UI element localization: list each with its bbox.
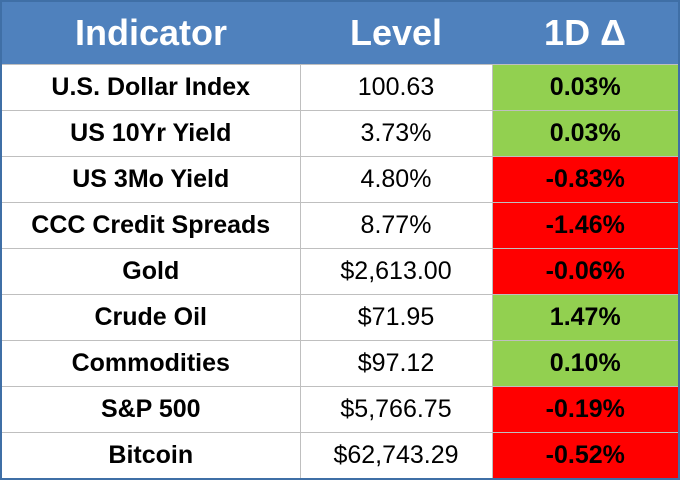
level-cell: $97.12 [299,340,493,387]
change-cell: -1.46% [491,202,678,249]
table-row: US 3Mo Yield 4.80% -0.83% [2,156,678,203]
change-cell: 0.03% [491,110,678,157]
header-row: Indicator Level 1D Δ [2,2,678,65]
table-row: Commodities $97.12 0.10% [2,340,678,387]
indicator-cell: Bitcoin [2,432,301,478]
indicator-cell: US 10Yr Yield [2,110,301,157]
change-cell: -0.52% [491,432,678,478]
header-cell: 1D Δ [544,12,626,53]
level-cell: $5,766.75 [299,386,493,433]
table-row: Crude Oil $71.95 1.47% [2,294,678,341]
change-cell: 0.03% [491,64,678,111]
table-row: Gold $2,613.00 -0.06% [2,248,678,295]
level-cell: 100.63 [299,64,493,111]
change-cell: 1.47% [491,294,678,341]
table-row: Bitcoin $62,743.29 -0.52% [2,432,678,478]
table-row: S&P 500 $5,766.75 -0.19% [2,386,678,433]
change-cell: -0.06% [491,248,678,295]
level-cell: $71.95 [299,294,493,341]
change-cell: 0.10% [491,340,678,387]
table-row: US 10Yr Yield 3.73% 0.03% [2,110,678,157]
indicator-cell: Gold [2,248,301,295]
table-body: U.S. Dollar Index 100.63 0.03% US 10Yr Yiel… [2,64,678,478]
change-cell: -0.83% [491,156,678,203]
table-row: U.S. Dollar Index 100.63 0.03% [2,64,678,111]
indicator-cell: CCC Credit Spreads [2,202,301,249]
level-cell: 3.73% [299,110,493,157]
indicator-cell: U.S. Dollar Index [2,64,301,111]
change-cell: -0.19% [491,386,678,433]
level-cell: 8.77% [299,202,493,249]
level-cell: $62,743.29 [299,432,493,478]
table-row: CCC Credit Spreads 8.77% -1.46% [2,202,678,249]
level-cell: 4.80% [299,156,493,203]
indicator-cell: US 3Mo Yield [2,156,301,203]
indicator-cell: S&P 500 [2,386,301,433]
header-cell: Level [349,12,443,53]
indicator-cell: Commodities [2,340,301,387]
indicator-cell: Crude Oil [2,294,301,341]
level-cell: $2,613.00 [299,248,493,295]
header-cell: Indicator [74,12,227,53]
